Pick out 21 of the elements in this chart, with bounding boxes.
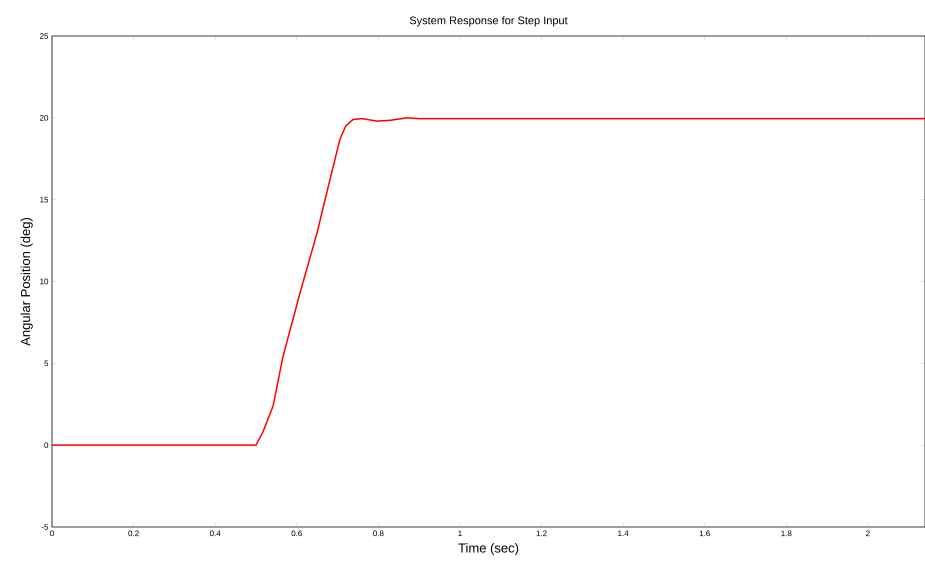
- x-tick-label: 0.8: [373, 530, 384, 536]
- y-axis-title: Angular Position (deg): [20, 218, 33, 346]
- x-tick-label: 0: [50, 530, 54, 536]
- x-tick-label: 0.4: [210, 530, 221, 536]
- y-tick-label: 25: [40, 33, 48, 39]
- chart-title: System Response for Step Input: [410, 16, 568, 26]
- x-tick-label: 0.6: [292, 530, 302, 536]
- y-tick-label: 10: [40, 278, 48, 284]
- y-tick-label: -5: [42, 524, 48, 530]
- x-tick-label: 2: [866, 530, 870, 536]
- x-tick-label: 1.2: [536, 530, 547, 536]
- x-tick-label: 1.8: [781, 530, 792, 536]
- x-tick-label: 0.2: [128, 530, 139, 536]
- x-tick-label: 1.6: [700, 530, 710, 536]
- y-tick-label: 0: [44, 442, 48, 448]
- x-tick-label: 1.4: [618, 530, 628, 536]
- y-tick-label: 20: [40, 114, 48, 121]
- y-tick-label: 5: [44, 360, 48, 366]
- x-tick-label: 1: [458, 530, 462, 536]
- x-axis-title: Time (sec): [458, 543, 518, 556]
- y-tick-label: 15: [40, 196, 48, 202]
